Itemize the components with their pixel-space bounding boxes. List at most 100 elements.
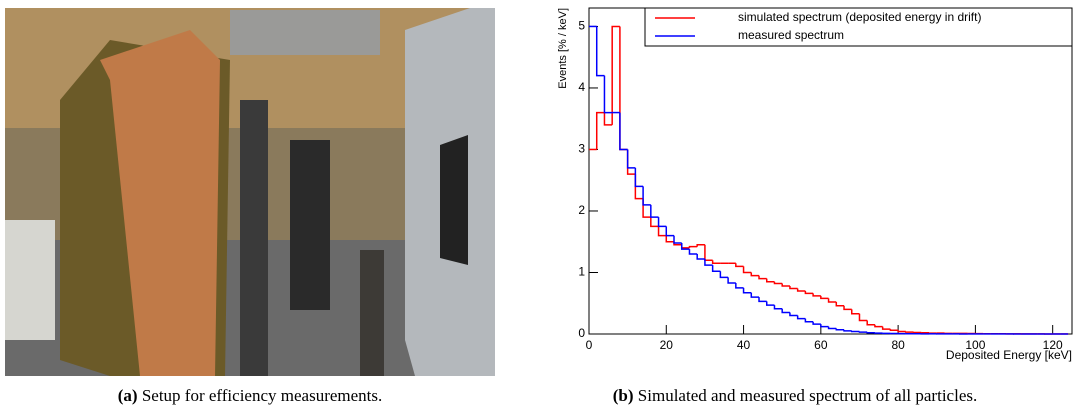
histogram-step [796, 315, 806, 320]
histogram-step [626, 149, 636, 175]
histogram-step [835, 328, 845, 331]
histogram-step [742, 266, 752, 274]
histogram-step [820, 295, 829, 300]
histogram-step [773, 281, 783, 285]
x-tick-label: 20 [660, 338, 674, 352]
histogram-step [688, 249, 698, 255]
histogram-step [796, 288, 806, 292]
y-axis-label: Events [% / keV] [557, 8, 569, 89]
histogram-step [866, 332, 875, 334]
histogram-step [843, 329, 852, 332]
histogram-step [804, 318, 814, 323]
histogram-step [673, 235, 682, 244]
caption-text: Simulated and measured spectrum of all p… [637, 386, 978, 405]
histogram-step [858, 313, 868, 322]
histogram-step [881, 326, 891, 330]
histogram-step [665, 235, 675, 243]
x-tick-label: 0 [586, 338, 593, 352]
histogram-step [781, 283, 790, 287]
histogram-step [696, 244, 705, 247]
histogram-step [642, 186, 651, 206]
y-tick-label: 5 [578, 19, 585, 33]
histogram-step [711, 260, 721, 265]
histogram-step [843, 305, 852, 311]
histogram-step [858, 331, 868, 333]
histogram-step [820, 324, 829, 328]
histogram-step [650, 204, 659, 218]
caption-label: (b) [612, 386, 634, 405]
caption-b: (b) Simulated and measured spectrum of a… [613, 386, 977, 406]
photo-post [360, 250, 384, 376]
histogram-step [789, 286, 798, 290]
x-axis-label: Deposited Energy [keV] [946, 348, 1072, 362]
histogram-step [905, 331, 914, 333]
histogram-step [835, 302, 845, 307]
chart: 0 20 40 60 80 100 120 0 1 2 3 4 5 Deposited Energy [k… [557, 7, 1073, 362]
x-tick-label: 60 [814, 338, 828, 352]
histogram-step [688, 245, 698, 248]
legend-label: measured spectrum [738, 28, 844, 42]
histogram-step [765, 278, 775, 283]
histogram-step [827, 326, 837, 330]
y-tick-label: 2 [578, 203, 585, 217]
y-tick-label: 0 [578, 326, 585, 340]
histogram-step [665, 226, 675, 237]
histogram-step [626, 149, 636, 169]
histogram-step [657, 217, 667, 228]
x-tick-label: 40 [737, 338, 751, 352]
histogram-step [765, 301, 775, 306]
caption-text: Setup for efficiency measurements. [141, 386, 383, 405]
histogram-step [704, 258, 713, 266]
histogram-step [719, 271, 729, 279]
x-tick-label: 120 [1043, 338, 1063, 352]
photo-window [440, 135, 468, 265]
histogram-step [595, 111, 605, 150]
histogram-step [812, 321, 821, 325]
histogram-step [619, 26, 628, 151]
histogram-step [773, 305, 783, 310]
y-tick-label: 1 [578, 265, 585, 279]
histogram-step [735, 282, 744, 289]
photo [5, 8, 495, 376]
histogram-step [851, 330, 860, 333]
histogram-step [742, 287, 752, 294]
photo-holder [290, 140, 330, 310]
histogram-step [789, 312, 798, 317]
histogram-step [866, 320, 875, 326]
histogram-step [619, 112, 628, 151]
histogram-step [827, 298, 837, 303]
histogram-step [750, 272, 760, 277]
histogram-step [804, 290, 814, 295]
caption-label: (a) [117, 386, 138, 405]
histogram-step [650, 217, 659, 228]
histogram-step [603, 112, 613, 126]
photo-device [5, 220, 55, 340]
x-tick-label: 80 [891, 338, 905, 352]
histogram-step [611, 25, 620, 125]
histogram-step [758, 297, 767, 303]
caption-a: (a) Setup for efficiency measurements. [118, 386, 383, 406]
histogram-step [711, 265, 721, 273]
histogram-step [696, 254, 705, 260]
photo-copper-tape [100, 30, 220, 376]
histogram-step [657, 226, 667, 237]
histogram-step [735, 263, 744, 268]
histogram-step [704, 244, 713, 261]
histogram-step [812, 293, 821, 297]
histogram-step [874, 324, 883, 328]
histogram-step [897, 330, 906, 333]
histogram-step [595, 26, 605, 77]
photo-box [230, 10, 380, 55]
histogram-step [758, 275, 767, 280]
histogram-step [603, 75, 613, 114]
y-tick-label: 4 [578, 80, 585, 94]
histogram-step [680, 242, 690, 250]
histogram-step [642, 198, 651, 218]
plot-frame [588, 7, 1073, 335]
legend-box [644, 7, 1073, 47]
x-tick-label: 100 [965, 338, 985, 352]
y-tick-label: 3 [578, 142, 585, 156]
histogram-step [634, 167, 644, 188]
